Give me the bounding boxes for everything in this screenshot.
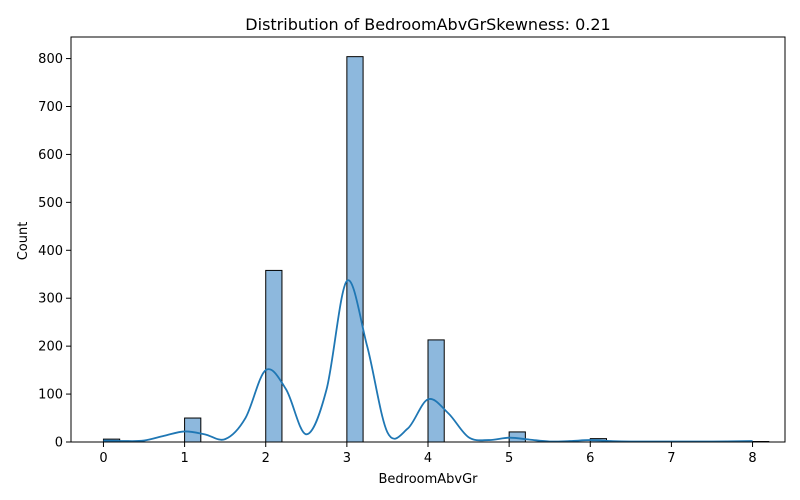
x-tick-label: 2 [262,451,270,466]
histogram-bar [346,56,364,443]
y-tick-label: 700 [38,100,63,115]
y-tick-label: 100 [38,388,63,403]
y-axis-ticks: 0 100 200 300 400 500 600 700 800 [38,52,71,451]
x-tick-label: 7 [667,451,675,466]
y-tick-label: 500 [38,196,63,211]
x-tick-label: 0 [99,451,107,466]
histogram-bars [102,56,770,443]
x-tick-label: 4 [424,451,432,466]
x-tick-label: 3 [343,451,351,466]
x-axis-ticks: 0 1 2 3 4 5 6 7 8 [99,442,757,466]
x-tick-label: 6 [586,451,594,466]
y-tick-label: 400 [38,244,63,259]
histogram-bar [265,269,283,443]
x-tick-label: 8 [748,451,756,466]
x-tick-label: 5 [505,451,513,466]
y-axis-label: Count [16,222,31,261]
x-tick-label: 1 [180,451,188,466]
y-tick-label: 800 [38,52,63,67]
y-tick-label: 300 [38,292,63,307]
y-tick-label: 0 [55,436,63,451]
x-axis-label: BedroomAbvGr [378,472,478,487]
y-tick-label: 200 [38,340,63,355]
y-tick-label: 600 [38,148,63,163]
kde-line [103,279,753,443]
chart-title: Distribution of BedroomAbvGrSkewness: 0.… [245,15,610,34]
histogram-bar [184,417,202,443]
histogram-bar [427,339,445,443]
